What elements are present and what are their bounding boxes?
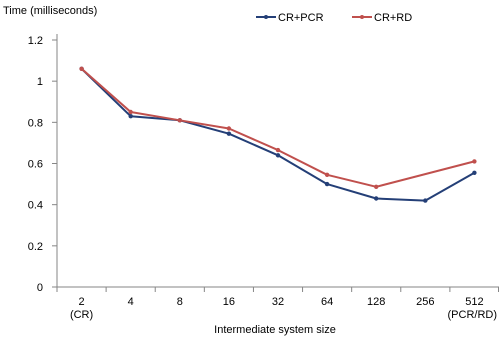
y-tick-label: 0.4: [28, 200, 43, 212]
data-point-cr-pcr: [128, 114, 133, 119]
x-tick-label: 16: [223, 296, 235, 308]
plot-series: [79, 66, 477, 203]
x-tick-label: 256: [416, 296, 434, 308]
x-tick-sublabel: (CR): [70, 309, 93, 321]
legend-label-cr-rd: CR+RD: [374, 12, 412, 24]
legend-item-cr-pcr: CR+PCR: [256, 12, 324, 24]
data-point-cr-rd: [226, 126, 232, 131]
legend: CR+PCR CR+RD: [256, 12, 412, 24]
x-tick-label: 8: [177, 296, 183, 308]
y-tick-label: 0.6: [28, 159, 43, 171]
data-point-cr-pcr: [472, 170, 477, 175]
data-point-cr-pcr: [324, 181, 330, 187]
x-tick-label: 32: [272, 296, 284, 308]
data-point-cr-rd: [79, 66, 84, 72]
y-tick-label: 0.2: [28, 241, 43, 253]
x-tick-label: 128: [367, 296, 385, 308]
x-tick-label: 2: [78, 296, 84, 308]
data-point-cr-pcr: [374, 196, 379, 201]
y-axis: 0 0.2 0.4 0.6 0.8 1 1.2: [28, 34, 58, 294]
data-point-cr-pcr: [423, 198, 428, 203]
y-tick-label: 1: [37, 76, 43, 88]
data-point-cr-pcr: [275, 153, 281, 158]
x-tick-label: 64: [321, 296, 333, 308]
y-tick-label: 1.2: [28, 35, 43, 47]
legend-item-cr-rd: CR+RD: [352, 12, 412, 24]
y-tick-label: 0: [37, 282, 43, 294]
x-axis: 2(CR) 4 8 16 32 64 128 256 512(PCR/RD): [56, 286, 499, 321]
data-point-cr-rd: [177, 118, 182, 123]
y-tick-label: 0.8: [28, 117, 43, 129]
x-tick-sublabel: (PCR/RD): [448, 309, 498, 321]
y-axis-title: Time (milliseconds): [3, 5, 97, 17]
series-line-cr-pcr: [80, 68, 475, 202]
data-point-cr-rd: [374, 184, 379, 189]
data-point-cr-rd: [128, 109, 133, 115]
legend-marker-cr-pcr: [264, 15, 268, 19]
series-line-cr-rd: [80, 68, 475, 188]
data-point-cr-rd: [275, 147, 281, 153]
legend-label-cr-pcr: CR+PCR: [278, 12, 324, 24]
data-point-cr-rd: [472, 159, 477, 164]
data-point-cr-rd: [324, 172, 330, 177]
legend-marker-cr-rd: [360, 15, 364, 19]
x-axis-title: Intermediate system size: [214, 324, 336, 336]
x-tick-label: 512: [465, 296, 483, 308]
x-tick-label: 4: [128, 296, 134, 308]
data-point-cr-pcr: [226, 131, 232, 136]
